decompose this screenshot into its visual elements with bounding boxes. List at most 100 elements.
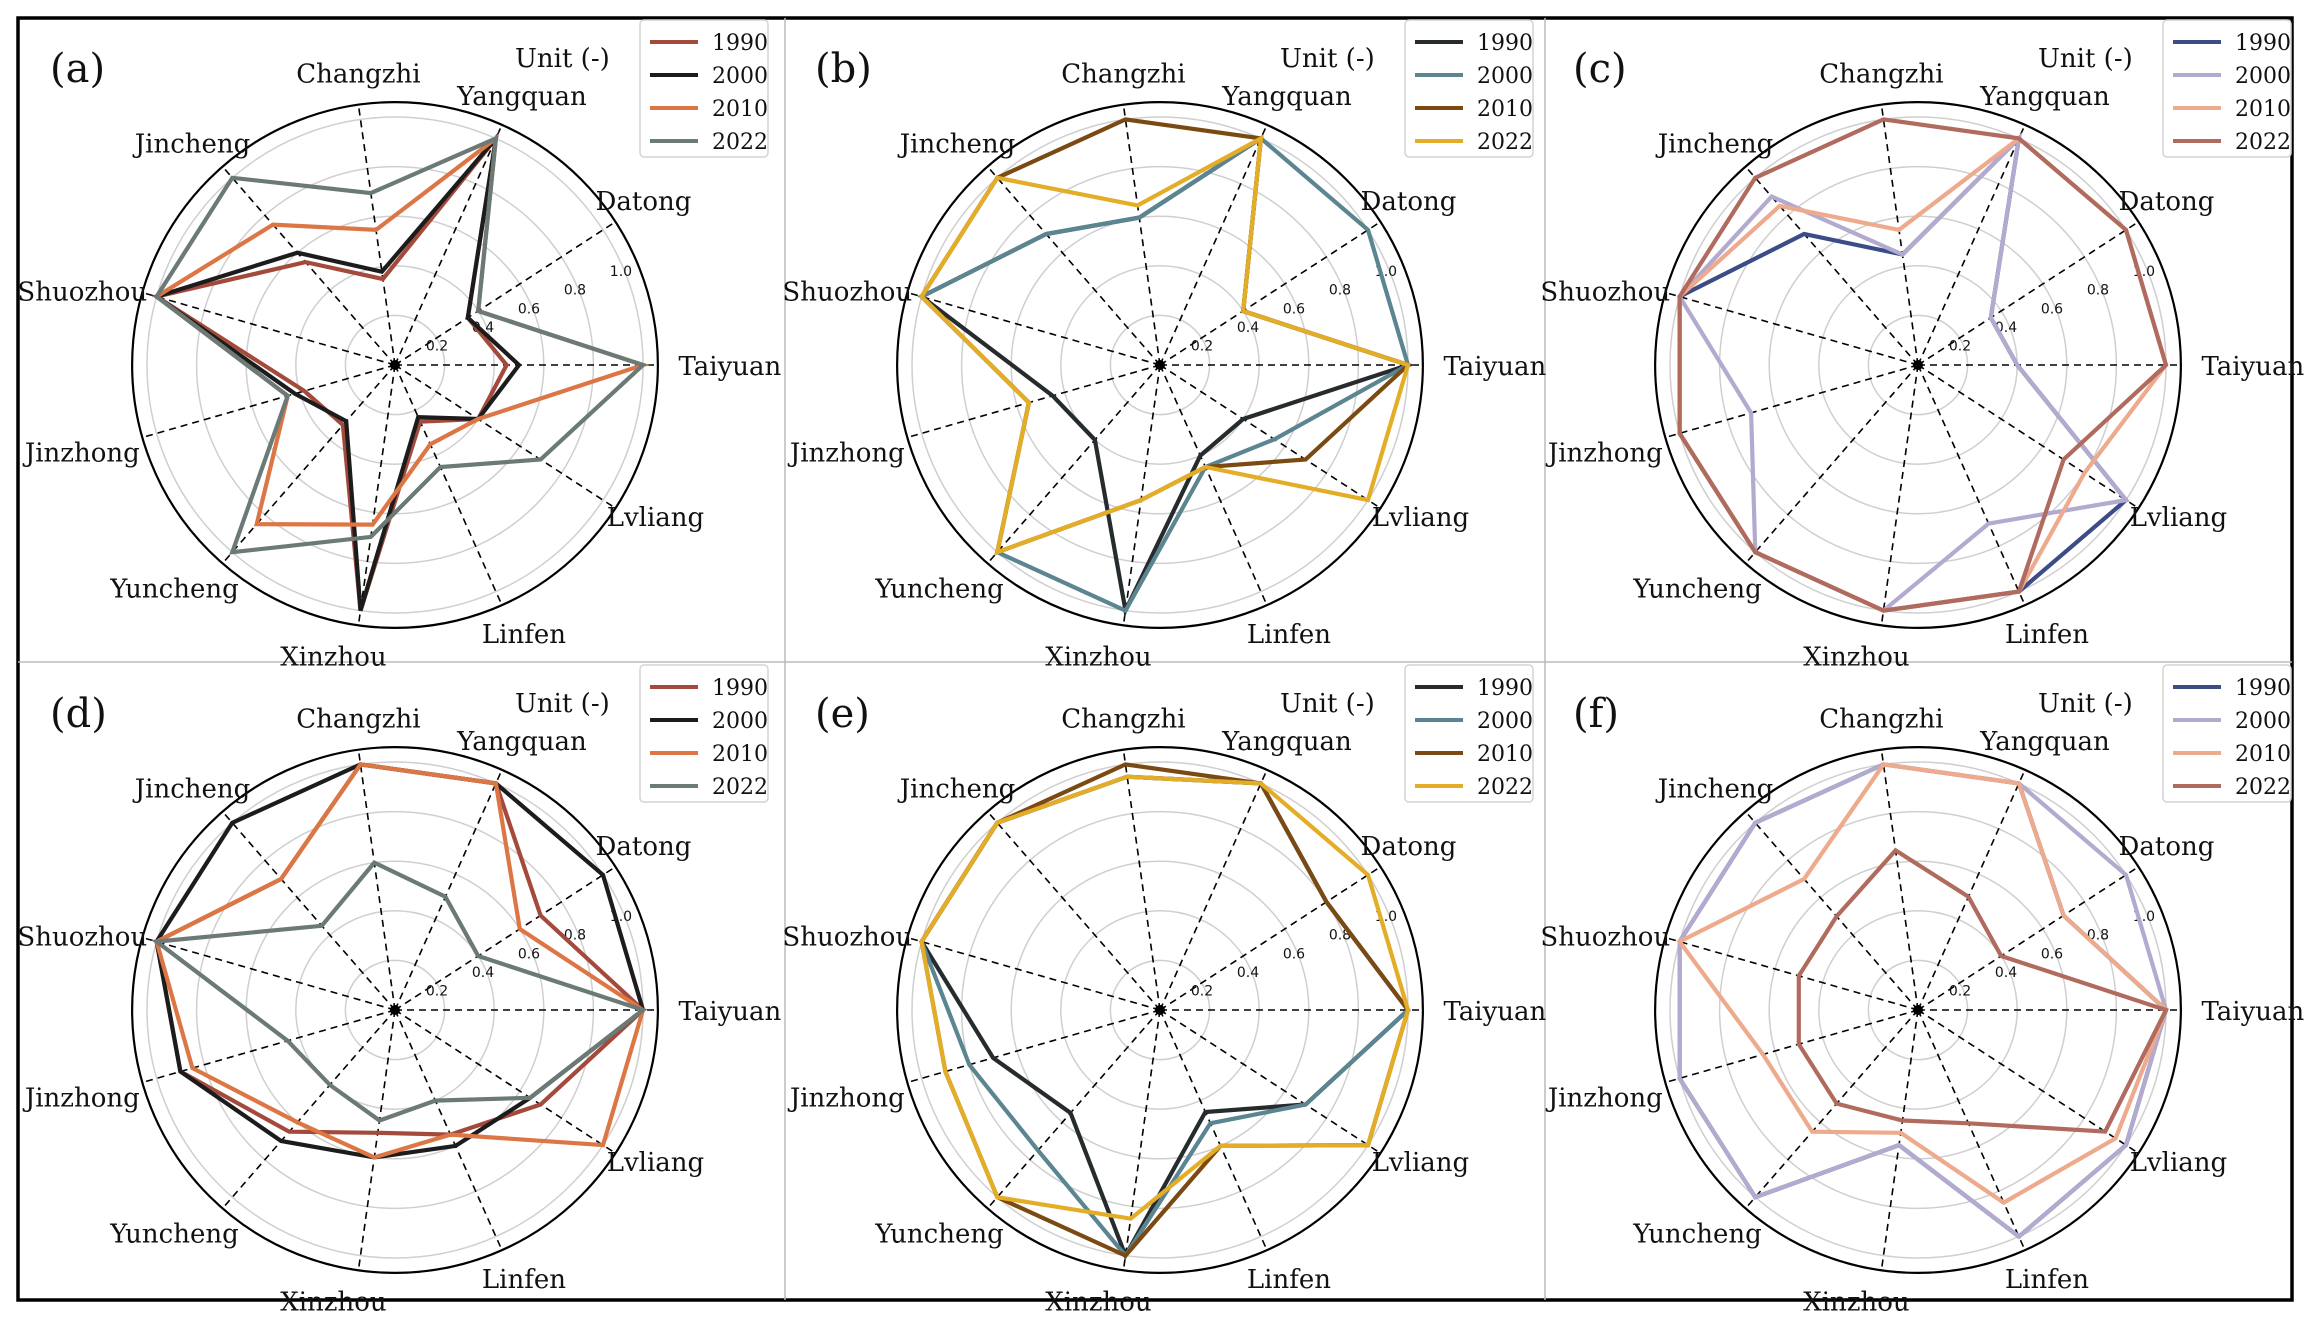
legend-entry-1990: 1990 bbox=[1477, 31, 1533, 56]
category-label-lvliang: Lvliang bbox=[607, 503, 704, 533]
category-label-shuozhou: Shuozhou bbox=[782, 923, 912, 953]
legend-entry-2000: 2000 bbox=[1477, 64, 1533, 89]
radial-tick-label: 0.2 bbox=[1949, 338, 1971, 354]
radial-tick-label: 0.8 bbox=[2087, 283, 2109, 299]
category-label-lvliang: Lvliang bbox=[2130, 503, 2227, 533]
spoke-lvliang bbox=[394, 1009, 616, 1154]
spoke-lvliang bbox=[1159, 1009, 1381, 1154]
spoke-lvliang bbox=[394, 364, 616, 509]
spoke-linfen bbox=[1917, 1009, 2026, 1251]
legend-entry-1990: 1990 bbox=[712, 676, 768, 701]
category-label-yangquan: Yangquan bbox=[1979, 727, 2110, 757]
category-label-jinzhong: Jinzhong bbox=[22, 1083, 140, 1113]
category-label-yuncheng: Yuncheng bbox=[874, 1219, 1003, 1249]
category-label-taiyuan: Taiyuan bbox=[2201, 352, 2304, 382]
category-label-jinzhong: Jinzhong bbox=[787, 1083, 905, 1113]
category-label-linfen: Linfen bbox=[482, 620, 566, 650]
category-label-datong: Datong bbox=[596, 832, 692, 862]
category-label-changzhi: Changzhi bbox=[1819, 705, 1943, 735]
spoke-datong bbox=[1159, 866, 1381, 1011]
category-label-jincheng: Jincheng bbox=[1655, 130, 1774, 160]
category-label-changzhi: Changzhi bbox=[1061, 60, 1185, 90]
legend bbox=[2162, 664, 2292, 803]
spoke-xinzhou bbox=[357, 364, 396, 626]
category-label-datong: Datong bbox=[2119, 187, 2215, 217]
category-label-yuncheng: Yuncheng bbox=[874, 574, 1003, 604]
panel-label: (e) bbox=[815, 691, 870, 737]
category-label-linfen: Linfen bbox=[1247, 620, 1331, 650]
spoke-jinzhong bbox=[142, 1009, 396, 1084]
unit-label: Unit (-) bbox=[1280, 44, 1375, 74]
spoke-changzhi bbox=[1880, 104, 1919, 366]
spoke-shuozhou bbox=[907, 936, 1161, 1011]
category-label-xinzhou: Xinzhou bbox=[280, 1287, 386, 1317]
spoke-yuncheng bbox=[1744, 1009, 1919, 1209]
radial-tick-label: 0.6 bbox=[518, 301, 540, 317]
radial-tick-label: 0.8 bbox=[1329, 928, 1351, 944]
radial-tick-label: 0.2 bbox=[426, 983, 448, 999]
unit-label: Unit (-) bbox=[2038, 44, 2133, 74]
legend bbox=[639, 19, 769, 158]
series-line-2022 bbox=[1796, 847, 2169, 1134]
radial-tick-label: 0.8 bbox=[564, 283, 586, 299]
radial-tick-label: 0.4 bbox=[1237, 965, 1259, 981]
spoke-datong bbox=[394, 866, 616, 1011]
legend-entry-2000: 2000 bbox=[1477, 709, 1533, 734]
category-label-linfen: Linfen bbox=[1247, 1265, 1331, 1295]
category-label-jincheng: Jincheng bbox=[897, 130, 1016, 160]
spoke-lvliang bbox=[1159, 364, 1381, 509]
legend-entry-2022: 2022 bbox=[1477, 130, 1533, 155]
category-label-shuozhou: Shuozhou bbox=[1540, 278, 1670, 308]
category-label-shuozhou: Shuozhou bbox=[782, 278, 912, 308]
legend-entry-2010: 2010 bbox=[2235, 742, 2291, 767]
spoke-shuozhou bbox=[142, 936, 396, 1011]
radial-tick-label: 0.2 bbox=[1191, 983, 1213, 999]
unit-label: Unit (-) bbox=[515, 689, 610, 719]
spoke-datong bbox=[1917, 221, 2139, 366]
category-label-shuozhou: Shuozhou bbox=[1540, 923, 1670, 953]
series-line-2022 bbox=[1677, 117, 2169, 613]
spoke-changzhi bbox=[357, 104, 396, 366]
spoke-jincheng bbox=[1744, 811, 1919, 1011]
category-label-jinzhong: Jinzhong bbox=[1545, 1083, 1663, 1113]
category-label-yuncheng: Yuncheng bbox=[109, 574, 238, 604]
category-label-changzhi: Changzhi bbox=[296, 705, 420, 735]
spoke-changzhi bbox=[1880, 749, 1919, 1011]
series-line-2010 bbox=[154, 762, 646, 1160]
spoke-changzhi bbox=[1122, 749, 1161, 1011]
category-label-yangquan: Yangquan bbox=[1221, 727, 1352, 757]
panel-label: (f) bbox=[1573, 691, 1619, 737]
radial-tick-label: 0.4 bbox=[1237, 320, 1259, 336]
radial-tick-label: 0.6 bbox=[2041, 301, 2063, 317]
category-label-shuozhou: Shuozhou bbox=[17, 923, 147, 953]
center-dot bbox=[1155, 1005, 1165, 1015]
legend-entry-2022: 2022 bbox=[2235, 775, 2291, 800]
legend-entry-2022: 2022 bbox=[712, 130, 768, 155]
spoke-yangquan bbox=[394, 769, 503, 1011]
radial-tick-label: 0.6 bbox=[1283, 946, 1305, 962]
legend bbox=[2162, 19, 2292, 158]
legend-entry-2010: 2010 bbox=[712, 97, 768, 122]
polar-frame bbox=[896, 101, 1424, 629]
spoke-changzhi bbox=[1122, 104, 1161, 366]
category-label-yuncheng: Yuncheng bbox=[109, 1219, 238, 1249]
spoke-linfen bbox=[1159, 1009, 1268, 1251]
category-label-xinzhou: Xinzhou bbox=[1803, 1287, 1909, 1317]
spoke-yangquan bbox=[1917, 769, 2026, 1011]
panel-label: (a) bbox=[50, 46, 105, 92]
polar-frame bbox=[896, 746, 1424, 1274]
center-dot bbox=[1913, 1005, 1923, 1015]
category-label-jincheng: Jincheng bbox=[897, 775, 1016, 805]
series-line-2000 bbox=[1677, 762, 2169, 1240]
legend-entry-2010: 2010 bbox=[2235, 97, 2291, 122]
panel-label: (b) bbox=[815, 46, 872, 92]
category-label-linfen: Linfen bbox=[482, 1265, 566, 1295]
series-line-2010 bbox=[152, 133, 650, 527]
series-line-2010 bbox=[1676, 762, 2169, 1206]
legend-entry-2010: 2010 bbox=[1477, 97, 1533, 122]
unit-label: Unit (-) bbox=[515, 44, 610, 74]
radial-tick-label: 0.6 bbox=[1283, 301, 1305, 317]
legend-entry-2010: 2010 bbox=[1477, 742, 1533, 767]
